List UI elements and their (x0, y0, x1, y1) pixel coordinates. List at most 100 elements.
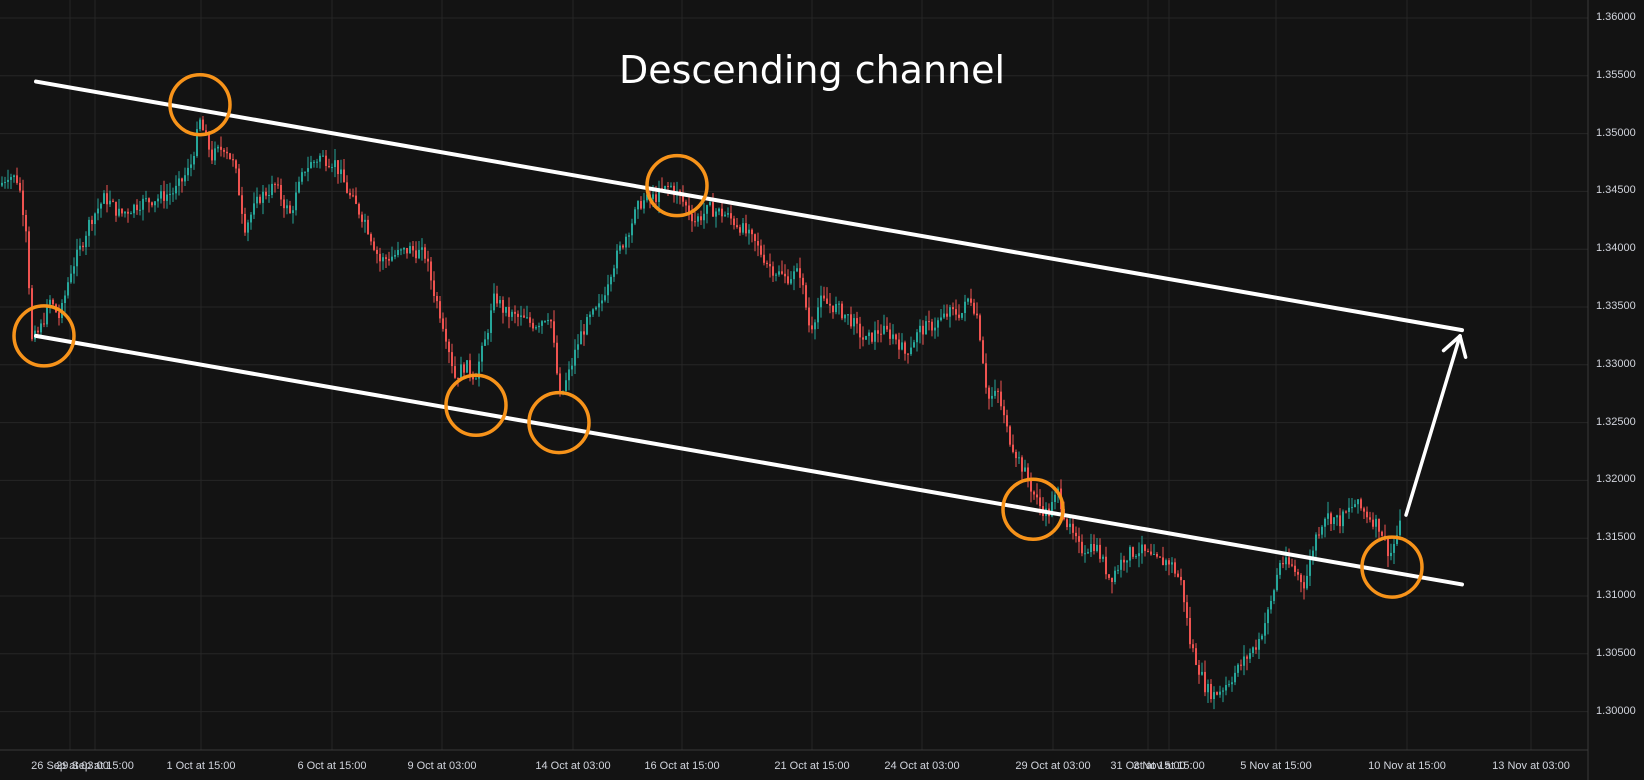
candle-body (511, 311, 513, 317)
candle-body (1162, 557, 1164, 566)
candle-body (526, 317, 528, 319)
candle-body (1108, 574, 1110, 578)
candle-body (1117, 569, 1119, 571)
candle-body (991, 395, 993, 399)
candle-body (823, 295, 825, 299)
chart-title: Descending channel (618, 48, 1006, 92)
candle-body (259, 196, 261, 203)
candle-body (364, 219, 366, 222)
candle-body (544, 321, 546, 323)
candle-body (235, 160, 237, 169)
candle-body (265, 191, 267, 196)
candle-body (268, 194, 270, 196)
candle-body (205, 130, 207, 134)
candle-body (538, 325, 540, 328)
candle-body (763, 254, 765, 263)
candle-body (646, 194, 648, 201)
candle-body (1066, 519, 1068, 528)
touch-marker (1001, 477, 1065, 542)
candle-body (154, 201, 156, 206)
touch-marker (168, 72, 232, 137)
candle-body (208, 133, 210, 150)
candle-body (355, 195, 357, 204)
candle-body (1021, 457, 1023, 472)
candle-body (502, 299, 504, 313)
candle-body (628, 235, 630, 237)
candle-body (700, 216, 702, 221)
candle-body (940, 317, 942, 321)
candle-body (919, 325, 921, 333)
candle-body (1324, 518, 1326, 527)
candle-body (352, 195, 354, 197)
candle-body (814, 322, 816, 330)
candle-body (280, 184, 282, 200)
candle-body (445, 328, 447, 342)
candle-body (1129, 547, 1131, 561)
candle-body (157, 198, 159, 202)
candle-body (475, 378, 477, 380)
candle-body (892, 334, 894, 339)
candle-body (1267, 609, 1269, 624)
candle-body (7, 179, 9, 182)
x-tick-label: 26 Sep at 03:00 (31, 760, 109, 772)
candle-body (457, 377, 459, 379)
candle-body (1306, 575, 1308, 589)
candle-body (802, 277, 804, 286)
candle-body (769, 263, 771, 267)
candle-body (574, 349, 576, 366)
channel-upper-line (34, 79, 1464, 333)
candle-body (490, 310, 492, 333)
candle-body (202, 119, 204, 131)
candle-body (556, 342, 558, 374)
candle-body (106, 193, 108, 205)
candle-body (532, 322, 534, 329)
candle-body (145, 198, 147, 200)
candle-body (853, 318, 855, 327)
candle-body (1255, 647, 1257, 650)
candle-body (817, 307, 819, 323)
candle-body (304, 171, 306, 173)
candle-body (568, 369, 570, 381)
candle-body (448, 341, 450, 353)
candle-body (1315, 534, 1317, 551)
candle-body (862, 337, 864, 340)
candle-body (742, 223, 744, 233)
candle-body (1276, 574, 1278, 591)
candle-body (616, 250, 618, 269)
candle-body (934, 327, 936, 331)
candle-body (199, 119, 201, 130)
candle-body (481, 345, 483, 362)
candle-body (529, 317, 531, 323)
candle-body (850, 314, 852, 327)
candle-body (229, 153, 231, 160)
candle-body (25, 214, 27, 232)
candle-body (217, 146, 219, 149)
candle-body (1369, 517, 1371, 520)
candle-body (379, 253, 381, 262)
y-tick-label: 1.36000 (1596, 11, 1636, 23)
candle-body (133, 204, 135, 214)
candle-body (277, 184, 279, 186)
candle-body (973, 302, 975, 314)
candle-body (550, 319, 552, 322)
candle-body (706, 205, 708, 214)
candle-body (604, 295, 606, 301)
candle-body (1303, 582, 1305, 589)
candle-body (829, 303, 831, 306)
candle-body (1120, 559, 1122, 570)
candle-body (139, 209, 141, 211)
candle-body (1336, 515, 1338, 518)
candle-body (733, 218, 735, 226)
candle-body (1015, 451, 1017, 459)
candle-body (343, 169, 345, 183)
candle-body (658, 188, 660, 202)
candle-body (775, 274, 777, 276)
candle-body (1087, 552, 1089, 554)
candle-body (1132, 547, 1134, 557)
candle-body (613, 268, 615, 277)
candle-body (37, 330, 39, 333)
candle-body (169, 193, 171, 195)
candle-body (652, 194, 654, 199)
x-tick-label: 29 Sep at 15:00 (56, 760, 134, 772)
